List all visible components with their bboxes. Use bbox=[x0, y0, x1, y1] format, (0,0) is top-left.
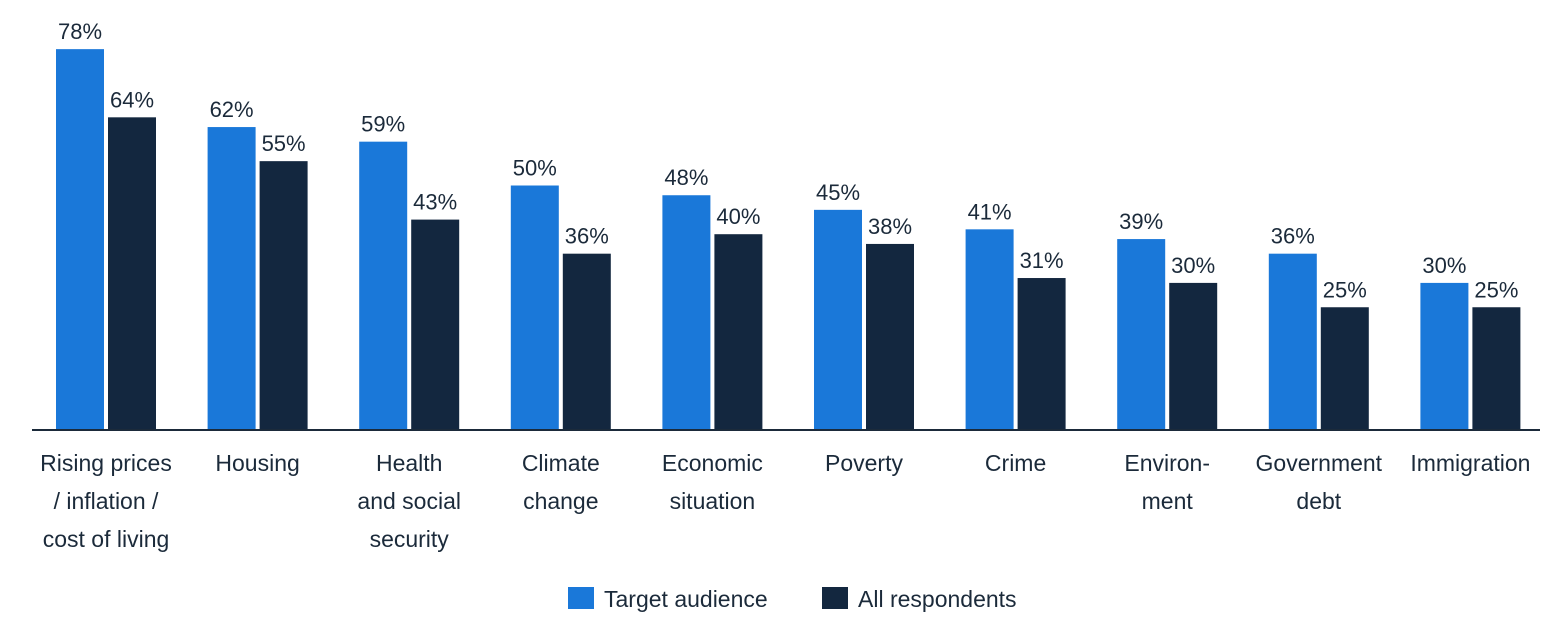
value-label-target-audience-0: 78% bbox=[58, 19, 102, 44]
bar-target-audience-1 bbox=[207, 127, 256, 429]
category-label-line: Climate bbox=[522, 450, 600, 476]
value-label-all-respondents-3: 36% bbox=[565, 224, 609, 249]
value-label-target-audience-9: 30% bbox=[1422, 253, 1466, 278]
category-label-line: situation bbox=[670, 488, 756, 514]
legend-label-all-respondents: All respondents bbox=[858, 586, 1017, 612]
category-label-8: Government debt bbox=[1256, 450, 1383, 514]
category-label-4: Economic situation bbox=[662, 450, 763, 514]
bar-target-audience-6 bbox=[965, 229, 1014, 429]
bar-all-respondents-7 bbox=[1169, 282, 1218, 429]
value-label-target-audience-1: 62% bbox=[210, 97, 254, 122]
bar-all-respondents-0 bbox=[108, 117, 156, 429]
legend-swatch-target-audience bbox=[568, 587, 594, 609]
category-label-line: cost of living bbox=[43, 526, 170, 552]
category-label-6: Crime bbox=[985, 450, 1046, 476]
value-label-target-audience-6: 41% bbox=[968, 199, 1012, 224]
value-label-all-respondents-4: 40% bbox=[716, 204, 760, 229]
bar-target-audience-4 bbox=[662, 195, 711, 429]
value-label-target-audience-4: 48% bbox=[664, 165, 708, 190]
bar-target-audience-9 bbox=[1420, 282, 1469, 429]
value-labels-group: 78% 64% 62% 55% 59% 43% 50% 36% 48% 40% 45% 38% 41% 3… bbox=[58, 19, 1518, 302]
bar-target-audience-7 bbox=[1117, 239, 1166, 429]
category-labels-group: Rising prices / inflation / cost of living… bbox=[40, 450, 1530, 552]
category-label-line: Crime bbox=[985, 450, 1046, 476]
value-label-target-audience-2: 59% bbox=[361, 112, 405, 137]
category-label-line: ment bbox=[1142, 488, 1194, 514]
category-label-0: Rising prices / inflation / cost of living bbox=[40, 450, 172, 552]
category-label-line: Environ- bbox=[1124, 450, 1210, 476]
value-label-all-respondents-7: 30% bbox=[1171, 253, 1215, 278]
bar-target-audience-8 bbox=[1268, 253, 1317, 429]
bar-all-respondents-9 bbox=[1472, 307, 1521, 429]
legend-swatch-all-respondents bbox=[822, 587, 848, 609]
value-label-target-audience-8: 36% bbox=[1271, 224, 1315, 249]
value-label-all-respondents-0: 64% bbox=[110, 87, 154, 112]
value-label-all-respondents-9: 25% bbox=[1474, 277, 1518, 302]
category-label-9: Immigration bbox=[1410, 450, 1530, 476]
category-label-line: Health bbox=[376, 450, 442, 476]
category-label-3: Climate change bbox=[522, 450, 600, 514]
bar-all-respondents-6 bbox=[1017, 278, 1066, 429]
category-label-line: Economic bbox=[662, 450, 763, 476]
value-label-target-audience-7: 39% bbox=[1119, 209, 1163, 234]
category-label-5: Poverty bbox=[825, 450, 903, 476]
legend-label-target-audience: Target audience bbox=[604, 586, 768, 612]
bar-all-respondents-5 bbox=[866, 243, 914, 429]
category-label-line: Government bbox=[1256, 450, 1383, 476]
bar-target-audience-2 bbox=[359, 141, 408, 430]
bar-all-respondents-1 bbox=[259, 161, 308, 429]
bar-all-respondents-8 bbox=[1320, 307, 1369, 429]
bars-group bbox=[56, 49, 1521, 430]
category-label-1: Housing bbox=[215, 450, 299, 476]
category-label-line: / inflation / bbox=[54, 488, 159, 514]
value-label-all-respondents-2: 43% bbox=[413, 190, 457, 215]
category-label-line: Immigration bbox=[1410, 450, 1530, 476]
legend: Target audience All respondents bbox=[568, 586, 1017, 612]
bar-target-audience-5 bbox=[814, 209, 862, 429]
value-label-target-audience-5: 45% bbox=[816, 180, 860, 205]
category-label-line: and social bbox=[357, 488, 461, 514]
value-label-all-respondents-6: 31% bbox=[1020, 248, 1064, 273]
bar-target-audience-0 bbox=[56, 49, 104, 429]
bar-all-respondents-2 bbox=[411, 219, 460, 429]
value-label-target-audience-3: 50% bbox=[513, 156, 557, 181]
category-label-line: Rising prices bbox=[40, 450, 172, 476]
bar-all-respondents-3 bbox=[562, 253, 611, 429]
value-label-all-respondents-5: 38% bbox=[868, 214, 912, 239]
category-label-line: debt bbox=[1296, 488, 1341, 514]
category-label-line: change bbox=[523, 488, 598, 514]
category-label-line: Housing bbox=[215, 450, 299, 476]
value-label-all-respondents-1: 55% bbox=[262, 131, 306, 156]
value-label-all-respondents-8: 25% bbox=[1323, 277, 1367, 302]
category-label-7: Environ-ment bbox=[1124, 450, 1210, 514]
bar-target-audience-3 bbox=[510, 185, 559, 429]
category-label-line: security bbox=[370, 526, 450, 552]
category-label-2: Health and social security bbox=[357, 450, 461, 552]
category-label-line: Poverty bbox=[825, 450, 903, 476]
bar-all-respondents-4 bbox=[714, 234, 763, 429]
